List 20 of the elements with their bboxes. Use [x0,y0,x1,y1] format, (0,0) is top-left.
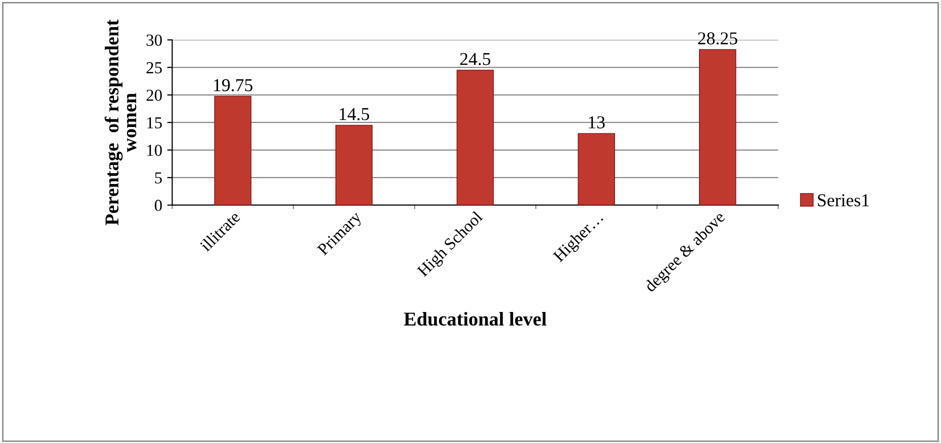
y-axis-title: Perentage of respondent women [104,20,136,226]
x-axis-title: Educational level [404,312,546,326]
bar [699,49,736,206]
y-tick-label: 20 [146,90,162,101]
y-tick-label: 0 [154,200,162,212]
data-label: 14.5 [340,108,370,120]
y-tick-label: 25 [146,62,162,74]
y-tick-label: 15 [147,117,162,128]
legend-label: Series1 [818,194,869,206]
data-label: 28.25 [698,32,738,45]
bar [578,133,616,206]
data-label: 24.5 [460,52,490,66]
bar [456,70,494,206]
y-tick-label: 5 [155,172,162,184]
y-tick-label: 30 [146,34,162,46]
y-tick-label: 10 [147,144,162,156]
data-label: 13 [588,116,605,128]
bar [214,96,252,206]
bar [335,124,373,206]
data-label: 19.75 [214,79,252,92]
